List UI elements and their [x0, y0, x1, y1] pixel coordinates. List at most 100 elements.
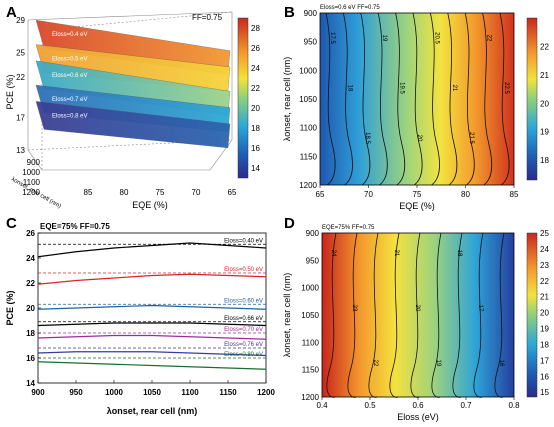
panel-d-heatmap [322, 233, 514, 397]
x-tick-label: 85 [510, 190, 519, 199]
panel-a-annotation: FF=0.75 [192, 13, 223, 22]
contour-label: 17 [477, 305, 483, 312]
surface-label: Eloss=0.8 eV [52, 113, 88, 119]
y-tick-label: 1150 [300, 152, 318, 161]
colorbar-tick-label: 25 [540, 229, 549, 238]
colorbar-tick-label: 22 [251, 84, 260, 93]
contour-line [447, 12, 458, 186]
x-tick-label: 65 [316, 190, 325, 199]
panel-a-surfaces: Eloss=0.4 eV Eloss=0.5 eV Eloss=0.6 eV Elos… [35, 19, 231, 149]
colorbar-tick-label: 16 [540, 372, 549, 381]
colorbar-tick-label: 26 [251, 44, 260, 53]
surface-label: Eloss=0.6 eV [52, 73, 88, 79]
colorbar-tick-label: 18 [251, 124, 260, 133]
colorbar-tick-label: 22 [540, 42, 549, 51]
colorbar-tick-label: 17 [540, 356, 549, 365]
y-tick-label: 26 [26, 229, 35, 238]
z-tick-label: 25 [16, 49, 25, 58]
series-label: Eloss=0.70 eV [224, 327, 263, 333]
contour-line [499, 12, 510, 186]
panel-b-xlabel: EQE (%) [399, 201, 435, 211]
z-tick-label: 13 [16, 146, 25, 155]
colorbar-tick-label: 21 [540, 293, 549, 302]
contour-line [482, 12, 493, 186]
y-tick-label: 1000 [22, 168, 40, 177]
colorbar-tick-label: 21 [540, 71, 549, 80]
colorbar-tick-label: 18 [540, 156, 549, 165]
panel-c-annotation: EQE=75% FF=0.75 [40, 222, 110, 231]
y-tick-label: 1200 [301, 393, 319, 402]
y-tick-label: 1000 [301, 284, 319, 293]
x-tick-label: 85 [84, 188, 93, 197]
y-tick-label: 20 [26, 304, 35, 313]
panel-d-ylabel: λonset, rear cell (nm) [282, 273, 292, 358]
x-tick-label: 1150 [219, 388, 237, 397]
series-line [37, 351, 267, 357]
z-tick-label: 22 [16, 73, 25, 82]
contour-line [395, 12, 406, 186]
colorbar-tick-label: 14 [251, 164, 260, 173]
y-tick-label: 1050 [299, 95, 317, 104]
y-tick-label: 16 [26, 354, 35, 363]
panel-b-ylabel: λonset, rear cell (nm) [282, 57, 292, 142]
colorbar-tick-label: 20 [251, 104, 260, 113]
contour-line [464, 12, 475, 186]
y-tick-label: 1000 [299, 66, 317, 75]
y-tick-label: 22 [26, 279, 35, 288]
x-tick-label: 900 [31, 388, 45, 397]
contour-line [325, 12, 336, 186]
panel-c-y-ticks: 14 16 18 20 22 24 26 [26, 229, 41, 388]
colorbar-tick-label: 23 [540, 261, 549, 270]
surface-label: Eloss=0.4 eV [52, 32, 88, 38]
contour-label: 21 [393, 250, 399, 257]
y-tick-label: 24 [26, 254, 35, 263]
contour-label: 19.5 [399, 82, 405, 94]
panel-b-label: B [284, 4, 295, 21]
panel-c-x-ticks: 900 950 1000 1050 1100 1150 1200 [31, 380, 275, 397]
colorbar-tick-label: 20 [540, 99, 549, 108]
x-tick-label: 0.8 [508, 401, 520, 410]
y-tick-label: 900 [306, 229, 320, 238]
x-tick-label: 70 [192, 188, 201, 197]
z-tick-label: 29 [16, 16, 25, 25]
panel-a-label: A [6, 4, 17, 21]
y-tick-label: 1100 [23, 178, 41, 187]
contour-label: 21 [451, 85, 457, 92]
y-tick-label: 1100 [300, 124, 318, 133]
contour-line [430, 12, 440, 186]
x-tick-label: 1050 [143, 388, 161, 397]
x-tick-label: 950 [69, 388, 83, 397]
series-line [37, 322, 267, 327]
z-tick-label: 17 [16, 114, 25, 123]
contour-line [377, 12, 388, 186]
x-tick-label: 0.6 [412, 401, 424, 410]
panel-a-colorbar-ticks: 28 26 24 22 20 18 16 14 [251, 24, 260, 173]
series-line [37, 334, 267, 340]
panel-a-zlabel: PCE (%) [5, 74, 15, 109]
contour-label: 18.5 [364, 132, 370, 144]
panel-b-colorbar-ticks: 22 21 20 19 18 [540, 42, 549, 165]
contour-label: 20 [414, 305, 420, 312]
contour-label: 21.5 [468, 132, 474, 144]
series-line [37, 273, 267, 285]
panel-a-colorbar [237, 17, 249, 179]
y-tick-label: 900 [27, 158, 41, 167]
panel-d-colorbar [526, 232, 538, 398]
contour-label: 22 [486, 35, 492, 42]
x-tick-label: 65 [228, 188, 237, 197]
panel-b-annotation: Eloss=0.6 eV FF=0.75 [320, 5, 380, 11]
colorbar-tick-label: 20 [540, 309, 549, 318]
contour-line [360, 12, 371, 186]
panel-c-label: C [6, 215, 17, 232]
colorbar-tick-label: 24 [540, 245, 549, 254]
contour-label: 19 [381, 35, 387, 42]
contour-label: 22.5 [503, 82, 509, 94]
x-tick-label: 1200 [257, 388, 275, 397]
panel-c-ylabel: PCE (%) [5, 290, 15, 325]
contour-line [412, 12, 423, 186]
x-tick-label: 70 [364, 190, 373, 199]
surface-label: Eloss=0.7 eV [52, 97, 88, 103]
